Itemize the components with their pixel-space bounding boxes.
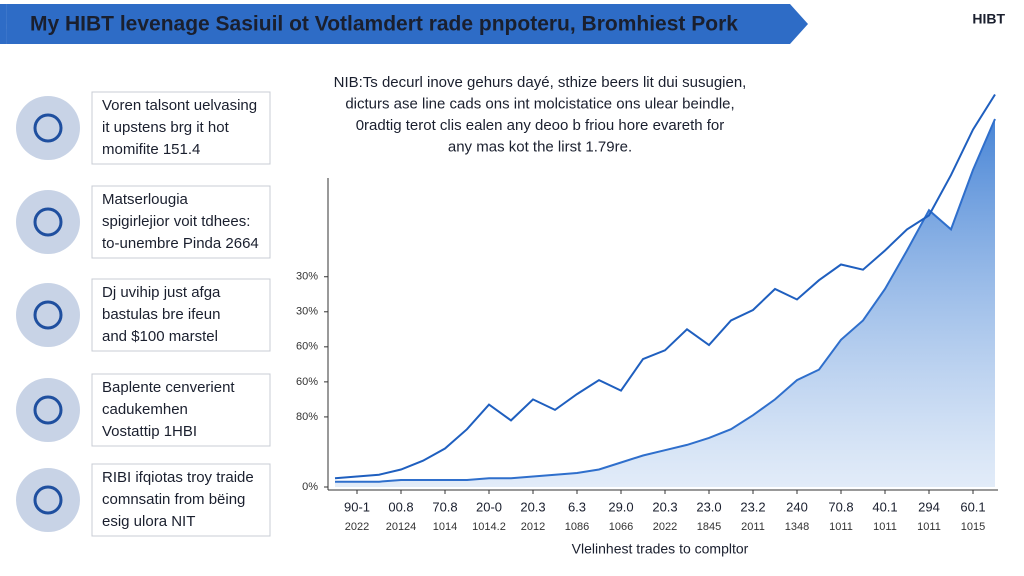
x-tick-sublabel: 2012 [521, 521, 545, 533]
y-tick-label: 0% [302, 481, 318, 493]
card-text: it upstens brg it hot [102, 119, 230, 136]
x-tick-label: 90-1 [344, 499, 370, 514]
x-tick-label: 20-0 [476, 499, 502, 514]
x-axis-label: Vlelinhest trades to compltor [572, 541, 749, 557]
x-tick-label: 29.0 [608, 499, 633, 514]
annotation: 0radtig terot clis ealen any deoo b frio… [356, 117, 725, 134]
card-icon-bg [16, 468, 80, 532]
x-tick-label: 240 [786, 499, 808, 514]
line [334, 93, 996, 480]
card-text: comnsatin from bëing [102, 491, 245, 508]
chart: NIB:Ts decurl inove gehurs dayé, sthize … [296, 74, 998, 557]
card-icon [33, 395, 63, 425]
x-tick-sublabel: 1086 [565, 521, 589, 533]
card-text: esig ulora NIT [102, 513, 195, 530]
cards: Voren talsont uelvasing it upstens brg it… [16, 91, 271, 537]
card-text: Dj uvihip just afga [102, 284, 221, 301]
card-icon [33, 113, 63, 143]
x-tick-label: 6.3 [568, 499, 586, 514]
y-tick-label: 30% [296, 271, 318, 283]
x-tick-label: 20.3 [520, 499, 545, 514]
annotation: dicturs ase line cads ons int molcistati… [345, 95, 734, 112]
x-tick-sublabel: 2022 [345, 521, 369, 533]
y-tick-label: 30% [296, 306, 318, 318]
card [91, 91, 271, 165]
card-icon [33, 207, 63, 237]
annotation: any mas kot the lirst 1.79re. [448, 138, 632, 155]
card-icon-bg [16, 96, 80, 160]
card [91, 373, 271, 447]
card-text: spigirlejior voit tdhees: [102, 213, 250, 230]
y-tick-label: 60% [296, 341, 318, 353]
annotation: NIB:Ts decurl inove gehurs dayé, sthize … [334, 74, 747, 91]
line [335, 118, 996, 483]
x-tick-label: 20.3 [652, 499, 677, 514]
y-tick-label: 80% [296, 411, 318, 423]
x-tick-sublabel: 1348 [785, 521, 809, 533]
x-tick-label: 23.0 [696, 499, 721, 514]
x-tick-sublabel: 1011 [917, 521, 941, 533]
x-tick-sublabel: 1014 [433, 521, 457, 533]
logo: HIBT [972, 11, 1005, 27]
x-tick-sublabel: 1011 [873, 521, 897, 533]
card-icon-bg [16, 190, 80, 254]
x-tick-sublabel: 1015 [961, 521, 985, 533]
card [91, 185, 271, 259]
title-banner [0, 4, 808, 44]
card-icon-bg [16, 283, 80, 347]
x-tick-sublabel: 1011 [829, 521, 853, 533]
area-fill [335, 119, 995, 487]
x-tick-label: 60.1 [960, 499, 985, 514]
x-tick-sublabel: 2011 [741, 521, 765, 533]
card-text: to-unembre Pinda 2664 [102, 235, 259, 252]
card-text: Vostattip 1HBI [102, 423, 197, 440]
x-tick-sublabel: 1845 [697, 521, 721, 533]
x-tick-label: 23.2 [740, 499, 765, 514]
x-tick-sublabel: 20124 [386, 521, 417, 533]
card [91, 278, 271, 352]
x-tick-label: 70.8 [432, 499, 457, 514]
x-tick-sublabel: 2022 [653, 521, 677, 533]
title: My HIBT levenage Sasiuil ot Votlamdert r… [30, 13, 738, 36]
card-icon [33, 485, 63, 515]
x-tick-sublabel: 1014.2 [472, 521, 506, 533]
x-tick-label: 40.1 [872, 499, 897, 514]
card-text: Matserlougia [102, 191, 189, 208]
x-tick-sublabel: 1066 [609, 521, 633, 533]
y-tick-label: 60% [296, 376, 318, 388]
x-tick-label: 294 [918, 499, 940, 514]
card-text: Baplente cenverient [102, 379, 235, 396]
card-text: and $100 marstel [102, 328, 218, 345]
card-text: bastulas bre ifeun [102, 306, 220, 323]
card-icon [33, 300, 63, 330]
x-tick-label: 70.8 [828, 499, 853, 514]
card-text: Voren talsont uelvasing [102, 97, 257, 114]
card-icon-bg [16, 378, 80, 442]
card [91, 463, 271, 537]
card-text: momifite 151.4 [102, 141, 200, 158]
x-tick-label: 00.8 [388, 499, 413, 514]
card-text: cadukemhen [102, 401, 188, 418]
card-text: RIBI ifqiotas troy traide [102, 469, 254, 486]
